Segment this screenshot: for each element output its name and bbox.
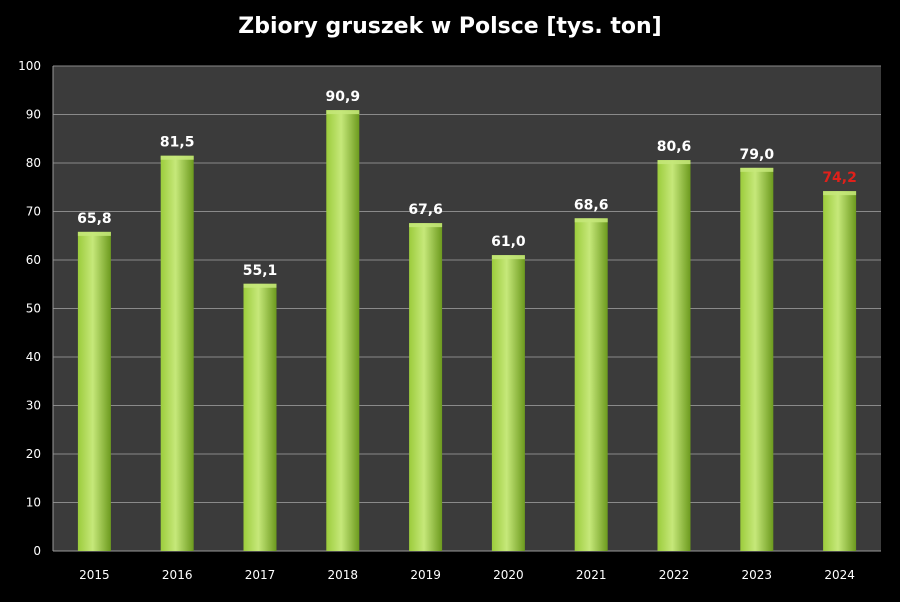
bar-2020	[491, 255, 525, 551]
bar-body-2023	[740, 167, 774, 551]
bar-2015	[77, 231, 111, 551]
y-tick-50: 50	[26, 302, 41, 316]
x-tick-2017: 2017	[245, 568, 276, 582]
x-tick-2016: 2016	[162, 568, 193, 582]
y-tick-40: 40	[26, 350, 41, 364]
bar-body-2015	[77, 231, 111, 551]
x-tick-2019: 2019	[410, 568, 441, 582]
bar-top-2016	[160, 155, 194, 160]
y-tick-80: 80	[26, 156, 41, 170]
data-label-2021: 68,6	[574, 197, 609, 213]
bar-2019	[409, 223, 443, 551]
data-label-2024: 74,2	[822, 170, 857, 186]
data-label-2015: 65,8	[77, 211, 112, 227]
data-label-2020: 61,0	[491, 234, 526, 250]
y-tick-20: 20	[26, 447, 41, 461]
bar-body-2024	[823, 191, 857, 551]
bar-top-2022	[657, 160, 691, 165]
bar-body-2018	[326, 110, 360, 551]
bar-2016	[160, 155, 194, 551]
bar-2017	[243, 283, 277, 551]
y-tick-labels: 0 10 20 30 40 50 60 70 80 90 100	[18, 59, 41, 558]
bar-body-2019	[409, 223, 443, 551]
x-tick-2018: 2018	[328, 568, 359, 582]
data-label-2017: 55,1	[243, 263, 278, 279]
bar-top-2024	[823, 191, 857, 196]
chart-title: Zbiory gruszek w Polsce [tys. ton]	[238, 14, 662, 39]
x-tick-labels: 2015 2016 2017 2018 2019 2020 2021 2022 2023 2024	[79, 568, 855, 582]
x-tick-2023: 2023	[742, 568, 773, 582]
y-tick-30: 30	[26, 399, 41, 413]
y-tick-10: 10	[26, 496, 41, 510]
bar-2021	[574, 218, 608, 552]
bar-body-2016	[160, 155, 194, 551]
bar-2018	[326, 110, 360, 551]
data-label-2022: 80,6	[657, 139, 692, 155]
bar-body-2022	[657, 160, 691, 551]
data-label-2023: 79,0	[740, 147, 775, 163]
bar-2023	[740, 167, 774, 551]
bar-body-2021	[574, 218, 608, 552]
bar-top-2019	[409, 223, 443, 228]
x-tick-2021: 2021	[576, 568, 607, 582]
bar-2024	[823, 191, 857, 551]
bars	[77, 110, 857, 552]
bar-top-2023	[740, 167, 774, 172]
y-tick-60: 60	[26, 253, 41, 267]
y-tick-70: 70	[26, 205, 41, 219]
bar-body-2020	[491, 255, 525, 551]
bar-2022	[657, 160, 691, 551]
x-tick-2020: 2020	[493, 568, 524, 582]
y-tick-100: 100	[18, 59, 41, 73]
bar-top-2020	[491, 255, 525, 260]
x-tick-2015: 2015	[79, 568, 110, 582]
x-tick-2022: 2022	[659, 568, 690, 582]
bar-top-2021	[574, 218, 608, 223]
y-tick-0: 0	[33, 544, 41, 558]
bar-top-2015	[77, 231, 111, 236]
data-label-2019: 67,6	[408, 202, 443, 218]
data-label-2018: 90,9	[326, 89, 361, 105]
bar-top-2017	[243, 283, 277, 288]
data-label-2016: 81,5	[160, 135, 195, 151]
data-labels: 65,8 81,5 55,1 90,9 67,6 61,0 68,6 80,6 79,0 74,2	[77, 89, 857, 279]
y-tick-90: 90	[26, 108, 41, 122]
bar-body-2017	[243, 283, 277, 551]
bar-top-2018	[326, 110, 360, 115]
x-tick-2024: 2024	[824, 568, 855, 582]
